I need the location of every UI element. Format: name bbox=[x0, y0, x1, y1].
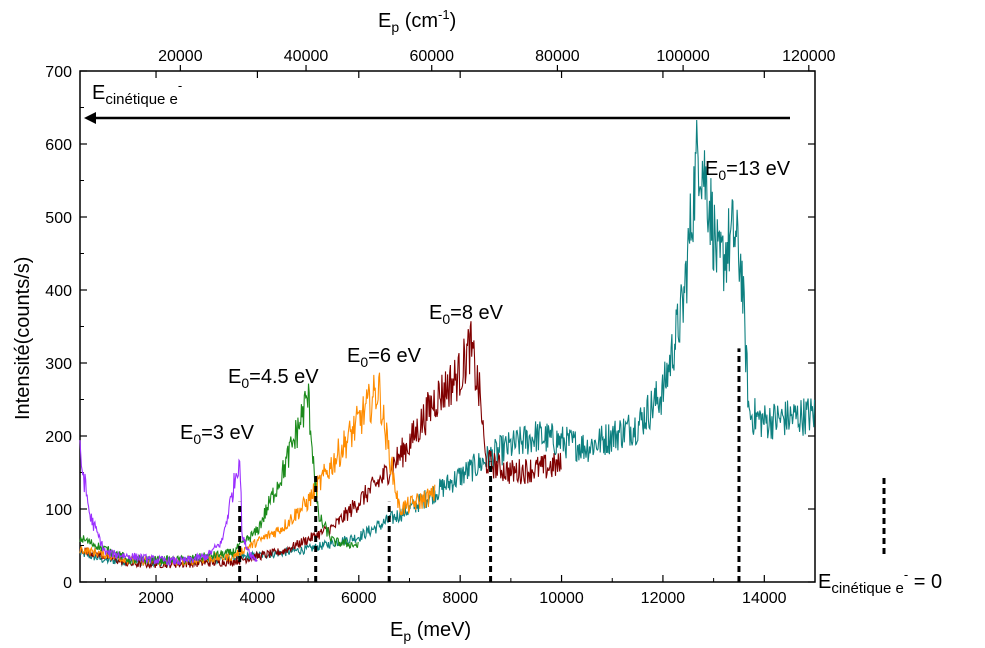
label-e0-4-5: E0=4.5 eV bbox=[228, 366, 319, 391]
top-tick-label: 120000 bbox=[782, 48, 835, 65]
label-e0-8: E0=8 eV bbox=[429, 302, 504, 327]
x-tick-label: 8000 bbox=[442, 590, 478, 607]
label-e0-13: E0=13 eV bbox=[705, 158, 791, 183]
label-e0-6: E0=6 eV bbox=[347, 345, 422, 370]
series-line bbox=[79, 372, 436, 567]
x-tick-label: 2000 bbox=[138, 590, 174, 607]
series-layer bbox=[79, 119, 816, 569]
x-tick-label: 6000 bbox=[341, 590, 377, 607]
top-tick-label: 80000 bbox=[535, 48, 580, 65]
top-tick-label: 60000 bbox=[409, 48, 454, 65]
y-tick-label: 0 bbox=[63, 575, 72, 592]
tick-labels: 2000 4000 6000 8000 10000 12000 14000 0 100 200 30… bbox=[45, 48, 835, 607]
y-tick-label: 400 bbox=[45, 283, 72, 300]
x-tick-label: 4000 bbox=[240, 590, 276, 607]
top-axis-label: Ep (cm-1) bbox=[378, 7, 456, 35]
series-line bbox=[79, 321, 562, 569]
y-tick-label: 600 bbox=[45, 137, 72, 154]
series-line bbox=[79, 440, 258, 567]
y-tick-label: 500 bbox=[45, 210, 72, 227]
axes bbox=[79, 65, 816, 583]
arrow-label: Ecinétique e- bbox=[92, 78, 182, 108]
kinetic-energy-arrow bbox=[84, 112, 790, 124]
x-axis-label: Ep (meV) bbox=[390, 619, 471, 644]
top-tick-label: 100000 bbox=[656, 48, 709, 65]
cutoff-lines bbox=[238, 348, 741, 582]
y-tick-label: 200 bbox=[45, 429, 72, 446]
x-tick-label: 12000 bbox=[641, 590, 686, 607]
x-tick-label: 10000 bbox=[539, 590, 584, 607]
y-axis-label: Intensité(counts/s) bbox=[12, 257, 34, 420]
y-tick-label: 700 bbox=[45, 64, 72, 81]
y-tick-label: 300 bbox=[45, 356, 72, 373]
top-tick-label: 20000 bbox=[158, 48, 203, 65]
series-line bbox=[79, 119, 816, 569]
zero-energy-label: Ecinétique e- = 0 bbox=[818, 567, 942, 597]
series-line bbox=[79, 383, 359, 566]
y-tick-label: 100 bbox=[45, 502, 72, 519]
top-tick-label: 40000 bbox=[284, 48, 329, 65]
x-tick-label: 14000 bbox=[742, 590, 787, 607]
label-e0-3: E0=3 eV bbox=[180, 422, 255, 447]
